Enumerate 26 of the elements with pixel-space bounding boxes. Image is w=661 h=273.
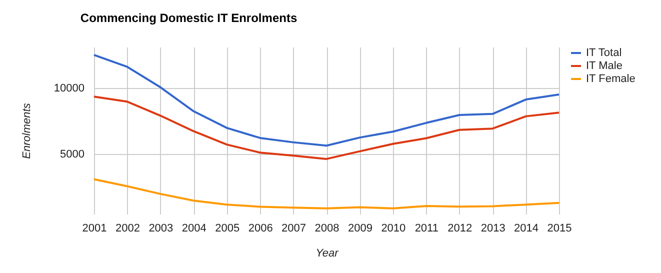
chart-title: Commencing Domestic IT Enrolments: [80, 11, 298, 25]
x-tick-label: 2012: [448, 222, 472, 234]
line-series: [93, 178, 560, 210]
legend-label: IT Total: [586, 47, 622, 59]
x-axis-title: Year: [316, 248, 340, 260]
x-tick-label: 2001: [82, 222, 107, 234]
x-tick-label: 2013: [480, 222, 506, 234]
x-tick-label: 2003: [148, 222, 174, 234]
y-axis-title: Enrolments: [20, 102, 33, 159]
x-tick-label: 2005: [215, 222, 240, 234]
y-tick-label: 5000: [60, 148, 84, 160]
line-series: [93, 96, 560, 160]
x-tick-label: 2007: [282, 222, 306, 234]
x-tick-label: 2002: [115, 222, 140, 234]
x-tick-label: 2010: [381, 222, 406, 234]
legend-label: IT Female: [586, 73, 636, 85]
x-tick-label: 2014: [514, 222, 539, 234]
x-tick-label: 2011: [414, 222, 438, 234]
x-tick-label: 2008: [314, 222, 340, 234]
line-series: [93, 54, 560, 147]
x-tick-label: 2006: [248, 222, 273, 234]
legend-label: IT Male: [586, 60, 622, 72]
y-tick-label: 10000: [54, 82, 84, 94]
x-tick-label: 2015: [547, 222, 572, 234]
x-tick-label: 2009: [348, 222, 372, 234]
x-tick-label: 2004: [182, 222, 206, 234]
